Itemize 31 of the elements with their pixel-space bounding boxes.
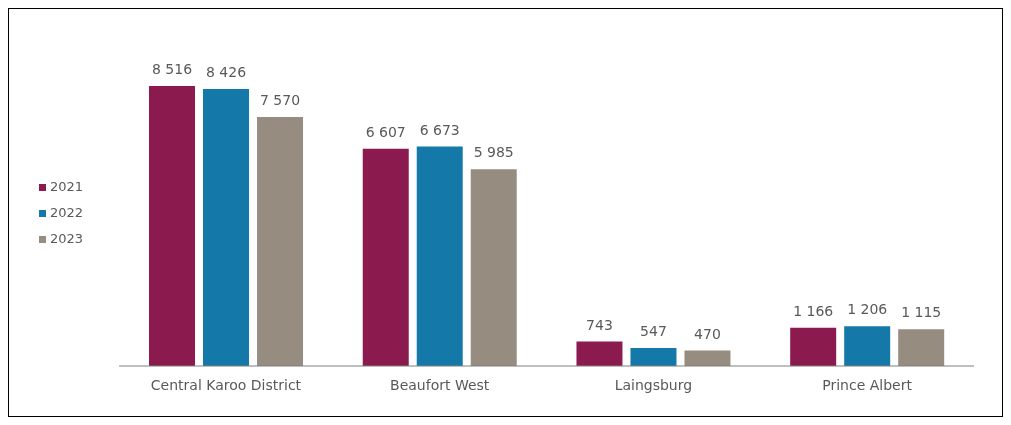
bar [362, 148, 409, 366]
data-label: 1 206 [847, 301, 888, 318]
bar [149, 86, 196, 366]
bar [576, 341, 623, 366]
bar [844, 326, 891, 366]
bar [684, 350, 731, 366]
data-label: 6 607 [365, 123, 406, 140]
data-label: 8 516 [151, 61, 193, 77]
legend-label: 2023 [50, 230, 84, 246]
data-label: 8 426 [205, 63, 247, 80]
bar [257, 117, 304, 366]
data-label: 1 115 [901, 304, 942, 321]
data-label: 1 166 [793, 302, 834, 319]
x-tick-label: Central Karoo District [150, 376, 302, 393]
legend-label: 2021 [50, 178, 84, 194]
data-label: 5 985 [473, 144, 514, 161]
data-label: 743 [586, 316, 613, 333]
bar [898, 329, 945, 366]
data-label: 547 [640, 323, 667, 340]
data-label: 7 570 [259, 92, 301, 109]
x-tick-label: Laingsburg [614, 376, 693, 393]
x-tick-label: Prince Albert [822, 376, 913, 393]
data-label: 470 [694, 325, 721, 342]
bar [470, 169, 517, 366]
bar [630, 348, 677, 366]
bar [203, 88, 250, 366]
x-tick-label: Beaufort West [390, 376, 490, 393]
bar [416, 146, 463, 366]
bar [790, 327, 837, 366]
legend-label: 2022 [50, 204, 84, 220]
data-label: 6 673 [419, 121, 460, 138]
